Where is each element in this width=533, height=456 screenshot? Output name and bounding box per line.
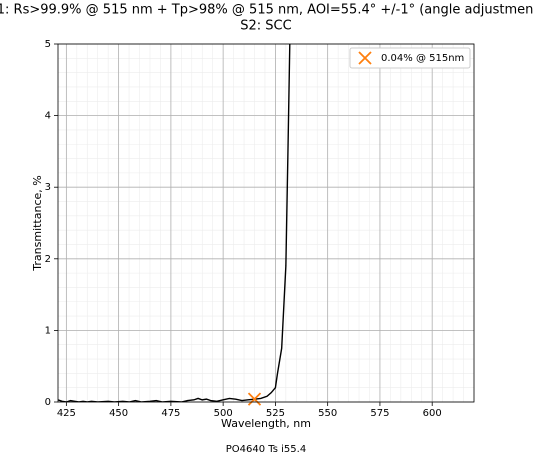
x-tick-label: 575: [370, 408, 389, 419]
x-tick-label: 425: [57, 408, 76, 419]
axes-frame: [57, 43, 475, 403]
y-tick-label: 4: [45, 111, 51, 122]
data-line: [58, 44, 291, 402]
chart-subtitle: S2: SCC: [240, 19, 291, 34]
x-axis-label: Wavelength, nm: [221, 417, 311, 430]
y-tick-label: 0: [45, 397, 51, 408]
y-tick-label: 3: [45, 182, 51, 193]
x-tick-label: 600: [423, 408, 442, 419]
x-tick-label: 450: [109, 408, 128, 419]
y-axis-label: Transmittance, %: [31, 175, 44, 271]
footer: PO4640 Ts i55.4: [226, 444, 306, 455]
legend-marker: [358, 51, 372, 65]
legend-label: 0.04% @ 515nm: [381, 53, 464, 64]
y-tick-label: 5: [45, 39, 51, 50]
x-tick-label: 550: [318, 408, 337, 419]
chart-title: S1: Rs>99.9% @ 515 nm + Tp>98% @ 515 nm,…: [0, 3, 533, 18]
x-tick-label: 525: [266, 408, 285, 419]
x-tick-label: 475: [161, 408, 180, 419]
y-tick-label: 2: [45, 254, 51, 265]
x-tick-label: 500: [214, 408, 233, 419]
plot-area: [58, 44, 291, 402]
y-tick-label: 1: [45, 325, 51, 336]
legend-box: [349, 47, 471, 69]
highlight-marker: [247, 392, 262, 406]
